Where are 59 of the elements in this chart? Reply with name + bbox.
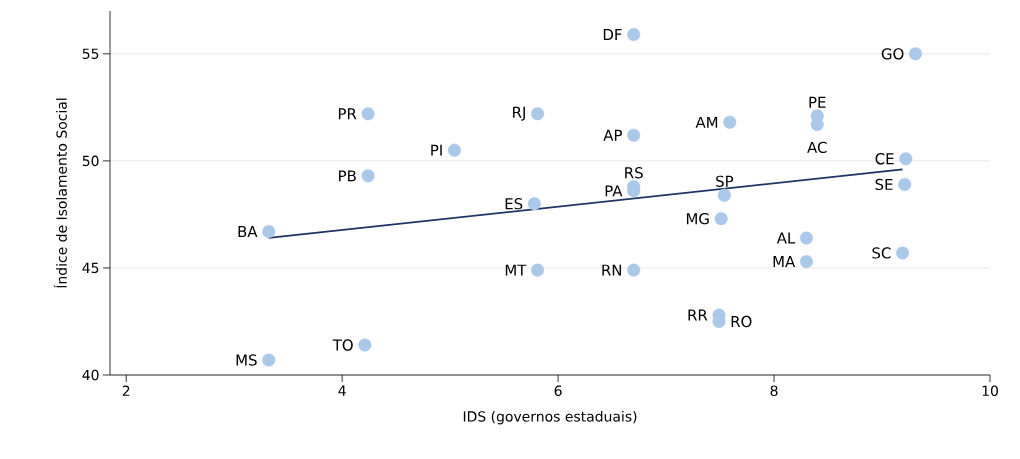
annotation: MT [505,264,527,276]
annotation: PI [431,144,442,156]
x-tick-label: 2 [122,385,130,396]
annotation: TO [332,339,353,351]
annotation: ES [505,198,523,210]
point [361,107,375,121]
annotation: RO [731,315,752,328]
annotation: AC [807,141,827,153]
annotation: AP [603,129,622,141]
point [898,177,912,191]
x-tick-label: 8 [770,385,778,397]
annotation: AL [776,232,796,244]
annotation: AM [695,116,718,128]
y-axis-title: Índice de Isolamento Social [53,98,67,288]
annotation: PA [605,185,623,197]
x-tick-label: 10 [982,385,998,397]
point [909,47,922,61]
annotation: CE [875,153,894,165]
point [627,128,641,142]
point [527,197,541,211]
point [531,107,545,121]
annotation: RS [625,167,643,179]
y-tick-label: 50 [82,155,99,167]
point [447,143,461,157]
annotation: PB [339,170,356,182]
annotation: BA [238,226,258,237]
annotation: RN [602,264,622,276]
point [717,188,731,202]
annotation: MA [773,256,796,267]
x-tick-label: 4 [338,385,346,396]
y-tick-label: 55 [82,48,99,60]
x-axis-title: IDS (governos estaduais) [463,410,637,425]
annotation: PR [338,108,357,120]
annotation: SP [716,175,734,187]
point [627,263,641,277]
annotation: RJ [513,106,525,121]
point [361,169,375,183]
annotation: RR [688,309,708,321]
point [799,255,813,269]
y-tick-label: 45 [82,262,99,274]
point [262,353,276,367]
annotation: SE [875,178,893,191]
point [262,225,276,239]
point [799,231,813,245]
point [358,338,372,352]
x-tick-label: 6 [554,385,562,397]
point [896,246,910,260]
annotation: DF [603,29,622,40]
point [714,212,728,226]
annotation: MG [686,213,709,225]
annotation: GO [881,48,904,60]
point [627,28,641,42]
point [531,263,545,277]
annotation: MS [236,354,257,366]
annotation: SC [872,247,891,259]
point [899,152,913,166]
point [723,115,737,129]
annotation: PE [809,96,826,108]
y-tick-label: 40 [82,369,99,381]
